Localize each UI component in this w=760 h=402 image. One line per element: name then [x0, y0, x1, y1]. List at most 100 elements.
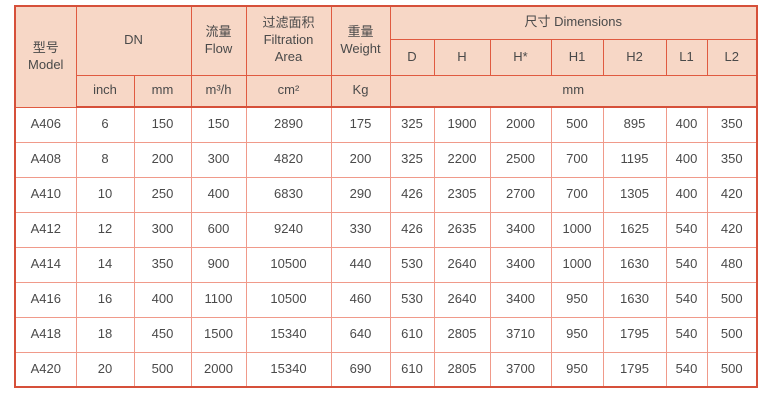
- table-row: A410 10 250 400 6830 290 426 2305 2700 700 1305 400…: [14, 176, 758, 213]
- cell-dim-l1: 540: [665, 246, 708, 283]
- cell-model: A406: [14, 106, 77, 143]
- cell-dim-h1: 950: [550, 281, 604, 318]
- cell-dim-d: 610: [389, 351, 435, 388]
- cell-dim-h1: 1000: [550, 246, 604, 283]
- spec-table: 型号 Model DN 流量 Flow 过滤面积 Filtration Area…: [14, 5, 758, 388]
- cell-filtration-area: 2890: [245, 106, 332, 143]
- table-row: A414 14 350 900 10500 440 530 2640 3400 1000 1630 5…: [14, 246, 758, 283]
- cell-dn-inch: 8: [75, 141, 135, 178]
- cell-dim-h2: 1630: [602, 246, 667, 283]
- cell-dn-inch: 14: [75, 246, 135, 283]
- cell-filtration-area: 10500: [245, 281, 332, 318]
- cell-dim-h: 1900: [433, 106, 491, 143]
- cell-dim-d: 325: [389, 106, 435, 143]
- col-header-weight: 重量 Weight: [330, 5, 391, 76]
- cell-dn-mm: 450: [133, 316, 192, 353]
- cell-model: A414: [14, 246, 77, 283]
- cell-dim-l2: 350: [706, 141, 758, 178]
- cell-dim-h: 2805: [433, 351, 491, 388]
- cell-dn-mm: 500: [133, 351, 192, 388]
- cell-model: A416: [14, 281, 77, 318]
- table-row: A420 20 500 2000 15340 690 610 2805 3700 950 1795 5…: [14, 351, 758, 388]
- cell-dim-d: 610: [389, 316, 435, 353]
- cell-weight: 290: [330, 176, 391, 213]
- col-header-filtration-area: 过滤面积 Filtration Area: [245, 5, 332, 76]
- cell-dim-h-star: 3400: [489, 246, 552, 283]
- unit-flow: m³/h: [190, 74, 247, 108]
- cell-flow: 900: [190, 246, 247, 283]
- col-header-weight-en: Weight: [340, 40, 381, 56]
- cell-filtration-area: 9240: [245, 211, 332, 248]
- cell-dim-h-star: 3400: [489, 211, 552, 248]
- cell-dim-h-star: 2500: [489, 141, 552, 178]
- cell-dim-h1: 500: [550, 106, 604, 143]
- cell-dim-h: 2635: [433, 211, 491, 248]
- col-header-model-zh: 型号: [32, 39, 59, 55]
- cell-dim-d: 530: [389, 281, 435, 318]
- cell-dim-l2: 350: [706, 106, 758, 143]
- unit-filtration-area: cm²: [245, 74, 332, 108]
- cell-dim-d: 325: [389, 141, 435, 178]
- col-header-dim-h: H: [433, 38, 491, 76]
- cell-dim-l1: 540: [665, 351, 708, 388]
- cell-weight: 640: [330, 316, 391, 353]
- cell-dim-l2: 500: [706, 351, 758, 388]
- cell-dn-inch: 20: [75, 351, 135, 388]
- col-header-dimensions: 尺寸 Dimensions: [389, 5, 758, 40]
- cell-dn-mm: 350: [133, 246, 192, 283]
- cell-filtration-area: 10500: [245, 246, 332, 283]
- header-row-units: inch mm m³/h cm² Kg mm: [15, 74, 758, 108]
- cell-dim-h-star: 3400: [489, 281, 552, 318]
- table-row: A418 18 450 1500 15340 640 610 2805 3710 950 1795 5…: [14, 316, 758, 353]
- spec-table-body: A406 6 150 150 2890 175 325 1900 2000 500 895 400 35…: [14, 106, 758, 388]
- cell-weight: 460: [330, 281, 391, 318]
- cell-dim-h: 2805: [433, 316, 491, 353]
- table-row: A406 6 150 150 2890 175 325 1900 2000 500 895 400 35…: [14, 106, 758, 143]
- cell-dim-l1: 400: [665, 141, 708, 178]
- col-header-filtration-area-en: Filtration Area: [263, 32, 314, 65]
- cell-dim-h: 2640: [433, 246, 491, 283]
- col-header-dim-d: D: [389, 38, 435, 76]
- cell-dim-l2: 420: [706, 176, 758, 213]
- cell-dim-l1: 400: [665, 106, 708, 143]
- cell-flow: 150: [190, 106, 247, 143]
- cell-dn-mm: 250: [133, 176, 192, 213]
- cell-dim-l1: 540: [665, 211, 708, 248]
- table-row: A408 8 200 300 4820 200 325 2200 2500 700 1195 400 3…: [14, 141, 758, 178]
- cell-model: A408: [14, 141, 77, 178]
- col-header-dn: DN: [75, 5, 192, 76]
- cell-dim-l2: 500: [706, 316, 758, 353]
- cell-dn-inch: 16: [75, 281, 135, 318]
- col-header-dim-h2: H2: [602, 38, 667, 76]
- cell-weight: 330: [330, 211, 391, 248]
- cell-model: A410: [14, 176, 77, 213]
- col-header-flow-zh: 流量: [205, 23, 232, 39]
- cell-dim-h2: 1305: [602, 176, 667, 213]
- col-header-dim-h1: H1: [550, 38, 604, 76]
- cell-dn-mm: 150: [133, 106, 192, 143]
- cell-dim-h1: 700: [550, 176, 604, 213]
- cell-dn-mm: 300: [133, 211, 192, 248]
- cell-model: A418: [14, 316, 77, 353]
- cell-dim-l1: 400: [665, 176, 708, 213]
- cell-flow: 300: [190, 141, 247, 178]
- col-header-filtration-area-zh: 过滤面积: [262, 15, 315, 31]
- cell-dim-h: 2305: [433, 176, 491, 213]
- cell-dim-l2: 500: [706, 281, 758, 318]
- cell-model: A412: [14, 211, 77, 248]
- col-header-dim-l1: L1: [665, 38, 708, 76]
- cell-filtration-area: 15340: [245, 316, 332, 353]
- col-header-flow: 流量 Flow: [190, 5, 247, 76]
- table-row: A412 12 300 600 9240 330 426 2635 3400 1000 1625 54…: [14, 211, 758, 248]
- col-header-dim-h-star: H*: [489, 38, 552, 76]
- header-row-2: D H H* H1 H2 L1 L2: [15, 38, 758, 76]
- cell-dim-l1: 540: [665, 281, 708, 318]
- cell-dim-l1: 540: [665, 316, 708, 353]
- cell-weight: 200: [330, 141, 391, 178]
- cell-weight: 690: [330, 351, 391, 388]
- col-header-dim-l2: L2: [706, 38, 758, 76]
- cell-filtration-area: 4820: [245, 141, 332, 178]
- cell-flow: 1100: [190, 281, 247, 318]
- cell-dim-h2: 895: [602, 106, 667, 143]
